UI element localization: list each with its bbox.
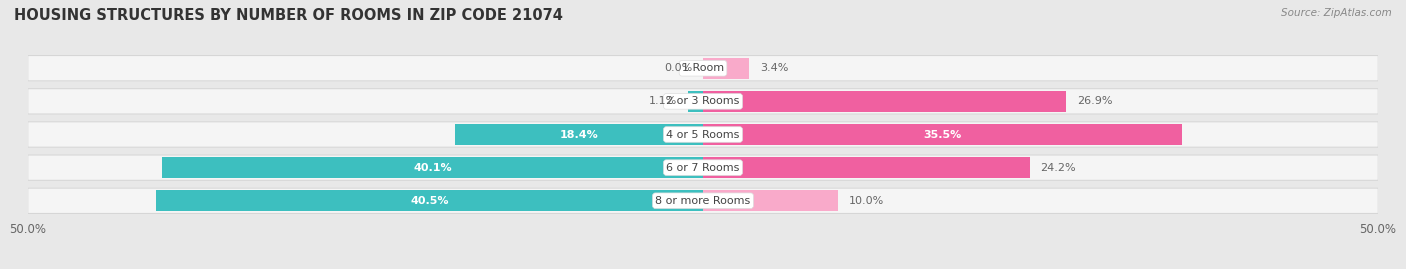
Text: 26.9%: 26.9% bbox=[1077, 96, 1112, 107]
Text: 10.0%: 10.0% bbox=[849, 196, 884, 206]
Text: 0.0%: 0.0% bbox=[664, 63, 692, 73]
Text: 18.4%: 18.4% bbox=[560, 129, 598, 140]
Bar bbox=[156, 190, 703, 211]
Bar bbox=[703, 91, 1066, 112]
Text: 40.1%: 40.1% bbox=[413, 162, 451, 173]
Text: 35.5%: 35.5% bbox=[924, 129, 962, 140]
Text: HOUSING STRUCTURES BY NUMBER OF ROOMS IN ZIP CODE 21074: HOUSING STRUCTURES BY NUMBER OF ROOMS IN… bbox=[14, 8, 562, 23]
Bar bbox=[454, 124, 703, 145]
FancyBboxPatch shape bbox=[28, 89, 1378, 114]
Bar bbox=[703, 124, 1182, 145]
Text: 3.4%: 3.4% bbox=[759, 63, 789, 73]
Bar bbox=[703, 157, 1029, 178]
Text: 24.2%: 24.2% bbox=[1040, 162, 1076, 173]
FancyBboxPatch shape bbox=[28, 188, 1378, 213]
Text: 40.5%: 40.5% bbox=[411, 196, 449, 206]
FancyBboxPatch shape bbox=[28, 155, 1378, 180]
Text: 4 or 5 Rooms: 4 or 5 Rooms bbox=[666, 129, 740, 140]
Bar bbox=[162, 157, 703, 178]
Bar bbox=[703, 58, 749, 79]
Text: 1.1%: 1.1% bbox=[650, 96, 678, 107]
FancyBboxPatch shape bbox=[28, 56, 1378, 81]
Text: Source: ZipAtlas.com: Source: ZipAtlas.com bbox=[1281, 8, 1392, 18]
Text: 6 or 7 Rooms: 6 or 7 Rooms bbox=[666, 162, 740, 173]
Text: 2 or 3 Rooms: 2 or 3 Rooms bbox=[666, 96, 740, 107]
Text: 8 or more Rooms: 8 or more Rooms bbox=[655, 196, 751, 206]
Text: 1 Room: 1 Room bbox=[682, 63, 724, 73]
Bar bbox=[703, 190, 838, 211]
Bar bbox=[688, 91, 703, 112]
FancyBboxPatch shape bbox=[28, 122, 1378, 147]
